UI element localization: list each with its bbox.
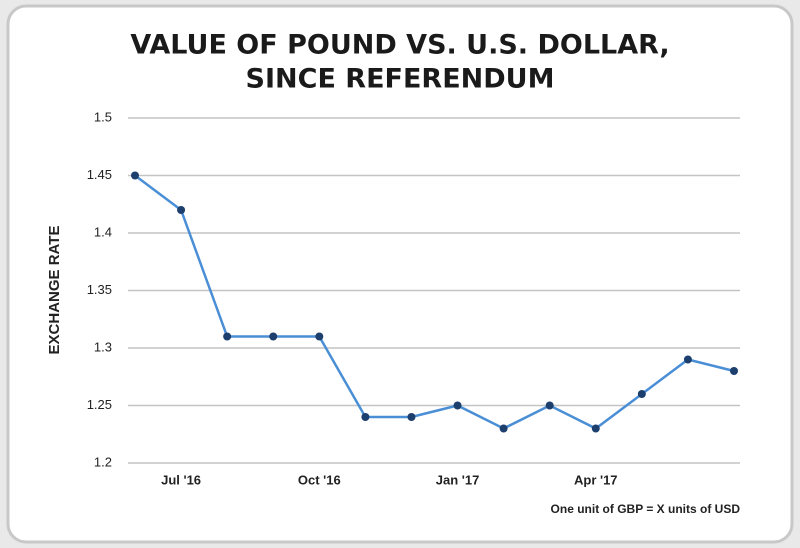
y-axis-label: EXCHANGE RATE [46,226,63,355]
y-tick-label: 1.2 [94,454,112,469]
marker [131,171,139,180]
y-tick-label: 1.5 [94,109,112,124]
marker [591,424,600,433]
marker [361,413,370,421]
y-tick-label: 1.4 [94,224,112,239]
chart-title: SINCE REFERENDUM [246,64,555,95]
marker [499,424,508,433]
y-tick-label: 1.3 [94,339,112,354]
marker [637,390,646,398]
y-tick-label: 1.25 [87,397,112,412]
line [134,174,735,430]
y-tick-label: 1.35 [87,282,112,297]
marker [545,401,554,410]
x-tick-label: Apr '17 [574,472,618,487]
card [6,4,794,544]
marker [177,206,186,214]
marker [730,367,738,375]
x-tick-label: Jan '17 [436,472,480,487]
x-tick-label: Jul '16 [161,472,201,487]
x-tick-label: Oct '16 [298,472,341,487]
marker [453,401,462,410]
marker [407,413,416,421]
marker [683,355,692,364]
marker [269,332,278,341]
marker [223,332,232,341]
y-tick-label: 1.45 [87,167,112,182]
chart-title: VALUE OF POUND VS. U.S. DOLLAR, [130,30,669,61]
marker [315,332,324,341]
note: One unit of GBP = X units of USD [551,502,741,516]
